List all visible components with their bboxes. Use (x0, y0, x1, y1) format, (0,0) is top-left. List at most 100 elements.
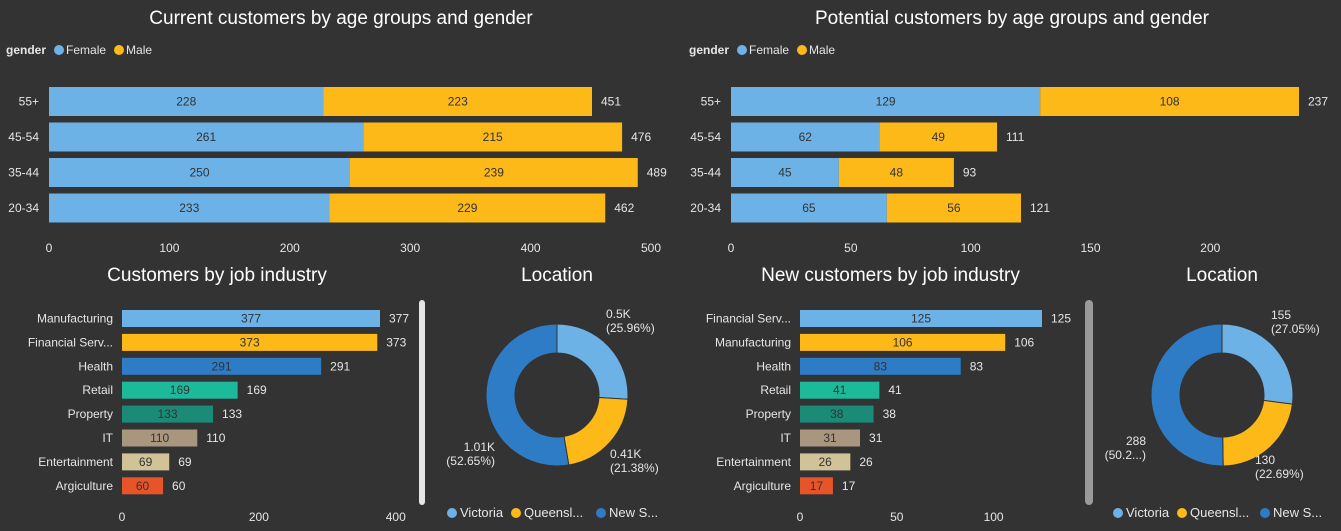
potential-age-legend[interactable]: gender Female Male (689, 43, 839, 57)
bar-female[interactable] (731, 122, 880, 152)
bar-male[interactable] (879, 122, 998, 152)
data-label: 60 (136, 479, 150, 493)
x-tick-label: 200 (249, 510, 269, 524)
category-label: 45-54 (8, 130, 39, 144)
bar-female[interactable] (49, 87, 324, 116)
category-label: Argiculture (734, 479, 792, 493)
legend-label: Queensl... (1190, 505, 1249, 520)
data-label: 110 (150, 431, 169, 445)
new-job-industry-scrollbar[interactable] (1085, 300, 1093, 505)
data-label: 65 (802, 201, 816, 215)
donut-slice[interactable] (556, 323, 629, 400)
new-job-industry-chart[interactable]: Financial Serv... 125 125 Manufacturing 106 1… (683, 262, 1103, 531)
slice-percent-label: (21.38%) (610, 461, 659, 475)
value-label: 41 (888, 383, 902, 397)
bar[interactable] (122, 333, 378, 351)
job-industry-title: Customers by job industry (107, 265, 327, 286)
legend-male-dot (114, 45, 125, 55)
data-label: 228 (176, 95, 196, 109)
category-label: Manufacturing (37, 312, 113, 326)
bar[interactable] (122, 429, 198, 447)
x-tick-label: 150 (1080, 241, 1100, 255)
current-age-legend[interactable]: gender Female Male (6, 43, 156, 57)
category-label: Financial Serv... (706, 312, 791, 326)
bar-male[interactable] (838, 158, 954, 187)
legend-female[interactable]: Female (749, 43, 790, 57)
bar[interactable] (122, 381, 238, 399)
donut-slice[interactable] (485, 323, 570, 467)
bar[interactable] (800, 333, 1006, 351)
x-tick-label: 0 (797, 510, 804, 524)
slice-value-label: 0.5K (606, 307, 631, 321)
value-label: 169 (247, 383, 267, 397)
x-tick-label: 0 (46, 241, 53, 255)
slice-value-label: 1.01K (464, 440, 495, 454)
bar-male[interactable] (363, 122, 623, 152)
data-label: 291 (212, 359, 232, 373)
category-label: Retail (760, 383, 791, 397)
legend-male[interactable]: Male (809, 43, 836, 57)
value-label: 133 (222, 407, 242, 421)
bar-male[interactable] (886, 193, 1021, 223)
bar-male[interactable] (323, 87, 593, 116)
category-label: IT (780, 431, 791, 445)
bar[interactable] (800, 357, 961, 375)
x-tick-label: 100 (961, 241, 981, 255)
data-label: 169 (170, 383, 190, 397)
job-industry-panel: Customers by job industry Manufacturing 3… (0, 262, 440, 531)
data-label: 41 (833, 383, 847, 397)
data-label: 377 (241, 312, 261, 326)
data-label: 31 (823, 431, 837, 445)
location-current-title: Location (521, 265, 593, 286)
total-label: 93 (963, 166, 977, 180)
legend-female[interactable]: Female (66, 43, 107, 57)
category-label: IT (102, 431, 113, 445)
bar[interactable] (800, 453, 851, 471)
bar[interactable] (122, 357, 322, 375)
bar-female[interactable] (49, 158, 350, 187)
slice-percent-label: (50.2...) (1105, 448, 1146, 462)
category-label: 20-34 (8, 201, 39, 215)
bar[interactable] (122, 453, 170, 471)
data-label: 83 (874, 359, 888, 373)
bar-female[interactable] (731, 87, 1041, 116)
legend-female-dot (54, 45, 65, 55)
bar-female[interactable] (49, 122, 364, 152)
slice-value-label: 0.41K (610, 447, 641, 461)
job-industry-scrollbar[interactable] (419, 300, 425, 505)
bar[interactable] (800, 477, 833, 495)
location-new-chart[interactable]: 155(27.05%) 130(22.69%) 288(50.2...) Victor… (1103, 262, 1341, 531)
bar-male[interactable] (350, 158, 638, 187)
legend-male[interactable]: Male (126, 43, 153, 57)
data-label: 45 (778, 166, 792, 180)
bar-female[interactable] (49, 193, 330, 223)
bar[interactable] (800, 429, 861, 447)
data-label: 125 (911, 312, 931, 326)
legend-label: Victoria (1126, 505, 1170, 520)
current-age-chart[interactable]: 55+ 228 223 451 45-54 261 215 476 35-44 250 239 489… (0, 0, 670, 262)
bar[interactable] (800, 310, 1042, 327)
job-industry-chart[interactable]: Manufacturing 377 377 Financial Serv... 373 3… (0, 262, 440, 531)
location-current-chart[interactable]: 0.5K(25.96%) 0.41K(21.38%) 1.01K(52.65%) Vi… (440, 262, 683, 531)
x-tick-label: 300 (400, 241, 420, 255)
data-label: 26 (818, 455, 832, 469)
data-label: 48 (890, 166, 904, 180)
donut-slice[interactable] (1150, 323, 1224, 467)
bar[interactable] (800, 381, 880, 399)
x-tick-label: 200 (280, 241, 300, 255)
x-tick-label: 50 (844, 241, 858, 255)
donut-slice[interactable] (1221, 323, 1294, 405)
bar-female[interactable] (731, 158, 839, 187)
bar[interactable] (122, 477, 164, 495)
bar-male[interactable] (329, 193, 606, 223)
bar-female[interactable] (731, 193, 887, 223)
slice-percent-label: (22.69%) (1255, 467, 1304, 481)
data-label: 106 (893, 335, 913, 349)
legend-female-dot (737, 45, 748, 55)
potential-age-chart[interactable]: 55+ 129 108 237 45-54 62 49 111 35-44 45 48 93 20-34… (683, 0, 1341, 262)
bar-male[interactable] (1040, 87, 1299, 116)
bar[interactable] (122, 405, 214, 423)
category-label: Retail (82, 383, 113, 397)
bar[interactable] (800, 405, 874, 423)
bar[interactable] (122, 310, 380, 327)
